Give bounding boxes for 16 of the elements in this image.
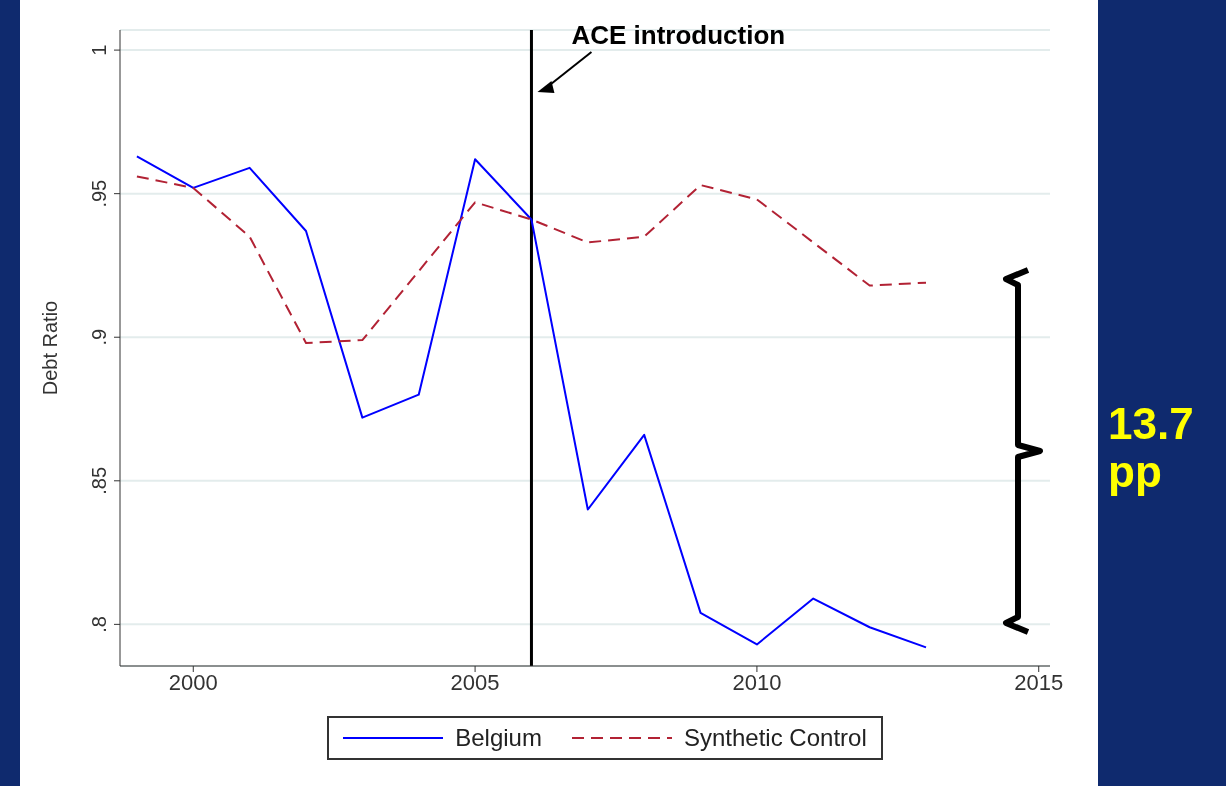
line-series bbox=[135, 175, 927, 344]
text: 13.7 pp bbox=[1108, 399, 1195, 497]
line-series bbox=[135, 155, 927, 649]
ref-line-label: ACE introduction bbox=[571, 20, 786, 50]
y-tick-label: .95 bbox=[88, 179, 110, 208]
y-tick-label: .8 bbox=[88, 616, 110, 633]
legend-label: Synthetic Control bbox=[682, 724, 867, 752]
x-tick-label: 2005 bbox=[450, 669, 500, 695]
y-axis-title: Debt Ratio bbox=[39, 300, 62, 396]
x-tick-label: 2010 bbox=[732, 669, 782, 695]
y-tick-label: .9 bbox=[88, 328, 110, 346]
y-tick-label: .85 bbox=[88, 466, 110, 495]
y-tick-label: 1 bbox=[88, 44, 110, 56]
x-tick-label: 2000 bbox=[168, 669, 218, 695]
x-tick-label: 2015 bbox=[1014, 669, 1064, 695]
legend-label: Belgium bbox=[454, 724, 542, 752]
